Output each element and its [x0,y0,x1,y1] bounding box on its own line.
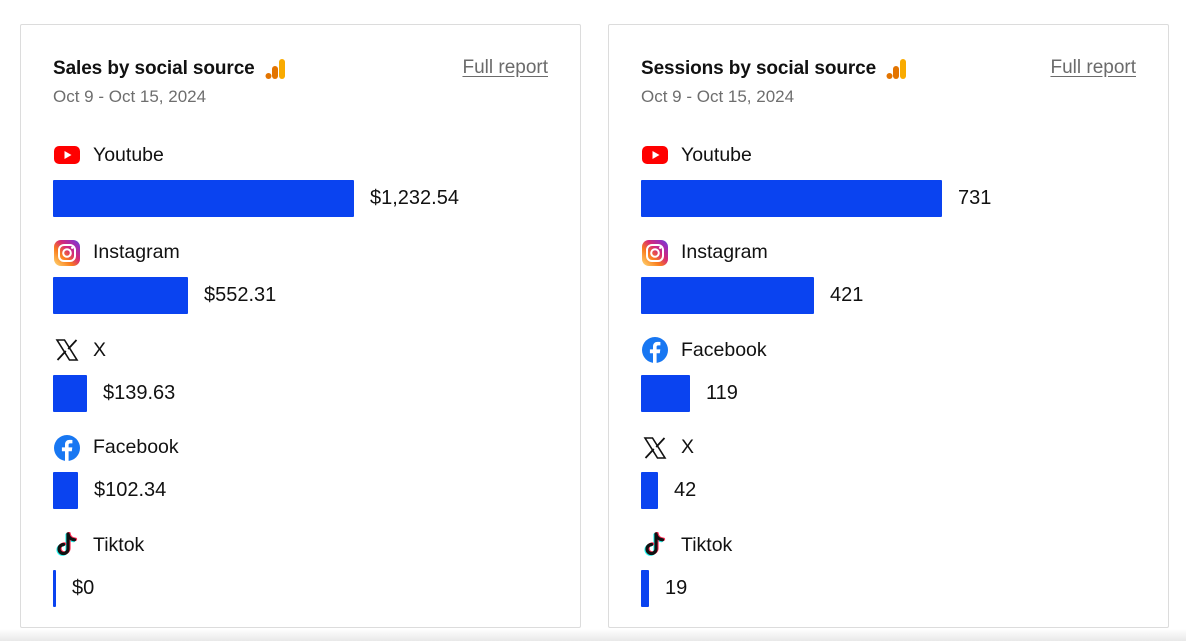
bar-value-label: 42 [674,479,697,501]
source-name: Facebook [681,338,767,361]
source-row-tiktok: Tiktok 19 [641,531,1138,621]
card-title: Sales by social source [53,58,287,80]
bar [641,472,658,509]
source-row-tiktok: Tiktok $0 [53,531,550,621]
bar-value-label: $1,232.54 [370,186,459,209]
bar-row: 731 [641,179,991,217]
source-label: X [641,434,694,462]
bar [641,277,814,314]
bar [641,374,690,412]
bar-row: 119 [641,374,738,412]
bar-row: 421 [641,277,863,315]
card-title-text: Sessions by social source [641,58,877,79]
full-report-link[interactable]: Full report [462,57,548,78]
bar-row: $552.31 [53,277,276,315]
bar [53,277,188,314]
bar-row: $139.63 [53,374,175,412]
source-name: Instagram [93,241,180,263]
bar-value-label: 731 [958,186,992,209]
bar-value-label: 421 [830,284,864,306]
source-row-facebook: Facebook 119 [641,336,1138,426]
source-row-x: X 42 [641,434,1138,524]
x-icon [53,336,81,364]
source-label: Instagram [641,239,768,267]
bar-row: $0 [53,569,94,607]
google-analytics-icon [265,58,287,80]
bar-row: 19 [641,569,687,607]
bar-value-label: $0 [72,576,95,599]
source-label: Youtube [53,141,164,169]
bar-row: 42 [641,472,696,510]
bar [53,179,354,217]
sessions-card: Sessions by social source Oct 9 - Oct 15… [608,24,1169,628]
instagram-icon [641,239,669,267]
source-label: Tiktok [641,531,732,559]
tiktok-icon [641,531,669,559]
bar-row: $102.34 [53,472,166,510]
source-name: X [93,338,107,361]
source-name: Youtube [681,143,752,166]
source-label: Facebook [53,434,179,462]
bar-value-label: $139.63 [103,381,176,404]
source-name: Tiktok [93,533,145,556]
source-label: Facebook [641,336,767,364]
instagram-icon [53,239,81,267]
bar-value-label: 19 [665,576,688,599]
bar-row: $1,232.54 [53,179,459,217]
source-name: Youtube [93,143,164,166]
card-title-text: Sales by social source [53,58,255,79]
source-row-youtube: Youtube $1,232.54 [53,141,550,231]
bar [53,569,56,607]
bar-value-label: $552.31 [204,284,277,306]
date-range: Oct 9 - Oct 15, 2024 [641,87,795,106]
bar [641,569,649,607]
source-row-instagram: Instagram $552.31 [53,239,550,329]
source-label: Tiktok [53,531,144,559]
bar-value-label: 119 [706,381,738,404]
tiktok-icon [53,531,81,559]
bar-value-label: $102.34 [94,479,167,501]
source-label: X [53,336,106,364]
source-label: Instagram [53,239,180,267]
source-name: Instagram [681,241,768,263]
source-row-x: X $139.63 [53,336,550,426]
source-row-youtube: Youtube 731 [641,141,1138,231]
sales-card: Sales by social source Oct 9 - Oct 15, 2… [20,24,581,628]
source-name: Facebook [93,436,179,458]
source-name: Tiktok [681,533,733,556]
source-row-facebook: Facebook $102.34 [53,434,550,524]
date-range: Oct 9 - Oct 15, 2024 [53,87,207,106]
x-icon [641,434,669,462]
card-title: Sessions by social source [641,58,908,80]
page-edge-shadow [0,629,1186,641]
facebook-icon [53,434,81,462]
bar [641,179,942,217]
youtube-icon [53,141,81,169]
full-report-link[interactable]: Full report [1050,57,1136,78]
source-row-instagram: Instagram 421 [641,239,1138,329]
youtube-icon [641,141,669,169]
bar [53,374,87,412]
bar [53,472,78,509]
source-name: X [681,436,695,458]
google-analytics-icon [886,58,908,80]
source-label: Youtube [641,141,752,169]
facebook-icon [641,336,669,364]
